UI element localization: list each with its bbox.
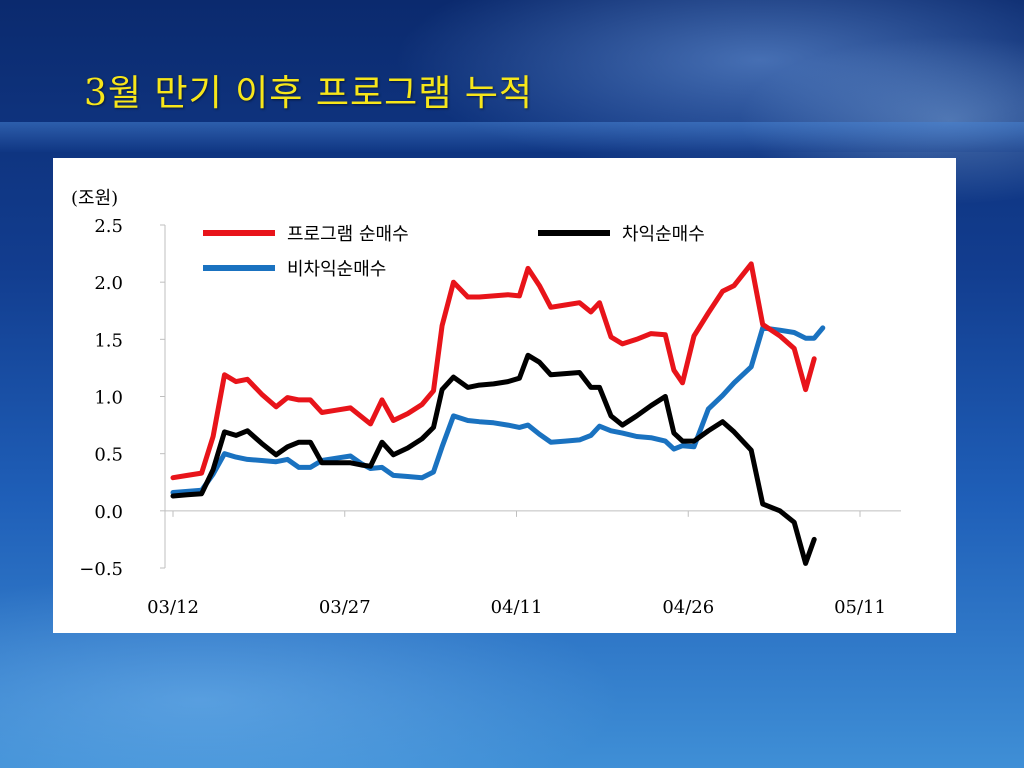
line-chart: 2.5 2.0 1.5 1.0 0.5 0.0 −0.5 03/12 03/27 04/11 04/… — [79, 216, 901, 618]
y-tick-label: 1.0 — [94, 388, 123, 409]
y-tick-label: 2.5 — [94, 216, 123, 237]
y-tick-label: 0.0 — [94, 502, 123, 523]
x-tick-label: 04/11 — [491, 597, 543, 618]
legend-item-program: 프로그램 순매수 — [203, 220, 409, 246]
y-tick-label: −0.5 — [79, 559, 123, 580]
legend-label-non-arbitrage: 비차익순매수 — [287, 259, 387, 280]
series-line-arbitrage — [170, 352, 817, 566]
x-tick-label: 03/12 — [147, 597, 199, 618]
legend-item-arbitrage: 차익순매수 — [538, 220, 705, 246]
y-tick-label: 2.0 — [94, 273, 123, 294]
series-line-program — [170, 261, 817, 481]
series-line-non-arbitrage — [170, 325, 826, 495]
legend-swatch-arbitrage — [538, 230, 610, 236]
slide-title: 3월 만기 이후 프로그램 누적 — [84, 73, 533, 114]
legend-label-program: 프로그램 순매수 — [287, 224, 409, 245]
y-tick-label: 1.5 — [94, 330, 123, 351]
legend-item-non-arbitrage: 비차익순매수 — [203, 255, 386, 281]
legend-swatch-program — [203, 230, 275, 236]
chart-panel: 2.5 2.0 1.5 1.0 0.5 0.0 −0.5 03/12 03/27 04/11 04/… — [53, 158, 956, 633]
legend-swatch-non-arbitrage — [203, 265, 275, 271]
slide-background-band — [0, 122, 1024, 152]
y-tick-label: 0.5 — [94, 445, 123, 466]
legend-label-arbitrage: 차익순매수 — [622, 224, 705, 245]
x-tick-label: 04/26 — [662, 597, 714, 618]
y-axis-unit-label: (조원) — [71, 188, 119, 209]
x-tick-label: 05/11 — [834, 597, 886, 618]
x-tick-label: 03/27 — [319, 597, 371, 618]
